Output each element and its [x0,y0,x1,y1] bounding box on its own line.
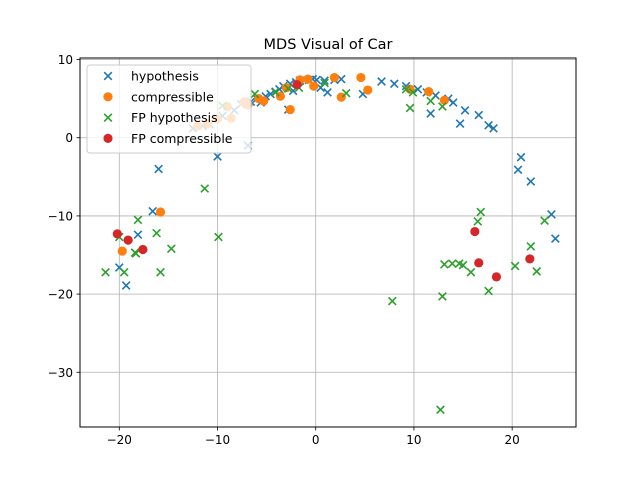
fp-hypothesis-point [540,216,549,225]
legend-label-fp-hypothesis: FP hypothesis [131,110,218,125]
fp-hypothesis-point [476,207,486,217]
fp-hypothesis-point [283,84,293,93]
legend-marker-fp-hypothesis [103,113,113,122]
fp-hypothesis-point [405,103,415,113]
fp-hypothesis-point [214,232,223,242]
fp-compressible-point [525,254,535,264]
hypothesis-point [455,119,465,129]
fp-compressible-point [474,258,484,268]
hypothesis-point [516,152,526,162]
fp-hypothesis-point [438,102,447,111]
compressible-point [329,72,339,83]
fp-hypothesis-point [526,242,536,251]
fp-hypothesis-point [101,267,110,277]
hypothesis-point [448,98,458,107]
hypothesis-point [320,76,329,86]
x-tick-label: −10 [205,433,230,447]
compressible-point [439,95,449,105]
legend-label-hypothesis: hypothesis [131,69,199,84]
compressible-point [281,83,291,93]
legend: hypothesis compressible FP hypothesis FP co… [86,64,252,154]
hypothesis-point [266,89,275,99]
x-tick-label: 20 [505,433,520,447]
fp-hypothesis-point [473,217,483,226]
fp-hypothesis-point [156,267,165,277]
fp-compressible-point [292,79,302,90]
compressible-point [303,74,313,84]
legend-marker-compressible [103,92,113,102]
y-tick-label: 10 [58,53,73,67]
compressible-point [285,104,295,115]
hypothesis-point [426,109,436,118]
hypothesis-point [389,79,399,89]
fp-hypothesis-point [532,267,542,276]
fp-hypothesis-point [458,260,468,270]
fp-hypothesis-point [510,261,520,271]
plot-frame [79,57,577,428]
fp-hypothesis-point [447,259,457,268]
fp-hypothesis-point [200,184,210,193]
compressible-point [309,81,319,91]
x-tick-label: 0 [312,433,320,447]
y-tick-label: −10 [48,209,73,223]
hypothesis-point [121,281,131,290]
compressible-point [424,87,434,97]
fp-hypothesis-point [119,267,129,277]
compressible-point [363,85,373,95]
chart-title: MDS Visual of Car [264,37,393,53]
y-tick-label: 0 [65,131,73,145]
fp-hypothesis-point [133,215,143,225]
fp-hypothesis-point [408,88,418,97]
hypothesis-point [547,209,556,219]
legend-marker-fp-compressible [103,133,113,143]
legend-box [86,64,252,154]
x-tick-label: 10 [406,433,421,447]
fp-hypothesis-point [426,96,436,106]
hypothesis-point [484,120,493,130]
y-tick-label: −30 [48,366,73,380]
hypothesis-point [460,106,470,115]
fp-compressible-point [470,226,480,237]
fp-hypothesis-point [436,405,445,415]
compressible-point [117,246,127,256]
hypothesis-point [489,123,498,133]
hypothesis-point [133,230,143,240]
hypothesis-point [323,88,332,97]
fp-hypothesis-point [484,286,493,296]
x-tick-label: −20 [107,433,132,447]
hypothesis-point [154,164,163,174]
fp-hypothesis-point [271,88,280,97]
compressible-point [356,72,366,83]
y-tick-label: −20 [48,288,73,302]
fp-compressible-point [123,235,133,245]
legend-label-fp-compressible: FP compressible [131,131,233,146]
fp-hypothesis-point [387,296,397,306]
compressible-point [155,207,166,217]
legend-marker-hypothesis [103,71,113,81]
legend-label-compressible: compressible [131,89,214,104]
fp-hypothesis-point [466,267,476,277]
fp-hypothesis-point [341,88,351,98]
hypothesis-point [513,165,523,175]
fp-hypothesis-point [250,89,260,99]
fp-hypothesis-point [440,260,449,269]
fp-compressible-point [491,272,502,282]
fp-hypothesis-point [166,244,176,254]
fp-compressible-point [138,244,148,255]
axis-ticks: −20 −10 0 10 20 −30 −20 −10 0 10 [48,53,520,447]
hypothesis-point [413,84,423,94]
hypothesis-point [148,206,158,216]
hypothesis-point [213,152,222,161]
fp-hypothesis-point [152,228,161,238]
fp-hypothesis-point [401,84,411,94]
hypothesis-point [551,234,560,243]
fp-hypothesis-point [438,292,447,301]
hypothesis-point [526,177,536,186]
fp-hypothesis-point [320,78,329,88]
hypothesis-point [377,77,386,86]
fp-compressible-point [112,229,122,239]
compressible-point [259,96,269,106]
hypothesis-point [474,110,484,120]
